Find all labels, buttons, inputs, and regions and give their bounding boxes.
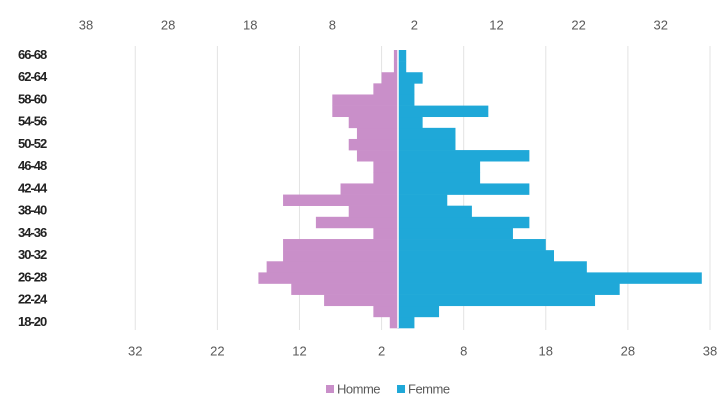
y-tick-label: 58-60 bbox=[18, 91, 47, 106]
bar bbox=[398, 105, 489, 118]
bar bbox=[398, 72, 423, 84]
bar bbox=[398, 150, 530, 162]
x2-tick-label: 8 bbox=[329, 17, 336, 32]
bar bbox=[340, 183, 398, 195]
bar bbox=[389, 316, 398, 329]
bar bbox=[332, 94, 398, 106]
bar bbox=[398, 316, 415, 329]
y-tick-label: 38-40 bbox=[18, 203, 47, 218]
bar bbox=[291, 283, 398, 295]
bar bbox=[398, 94, 415, 106]
bar bbox=[398, 161, 481, 173]
y-tick-label: 22-24 bbox=[18, 292, 48, 307]
bar bbox=[398, 250, 554, 262]
x-tick-label: 28 bbox=[621, 343, 635, 358]
bar bbox=[373, 83, 398, 95]
bar bbox=[258, 272, 398, 284]
bar bbox=[373, 227, 398, 240]
y-tick-label: 54-56 bbox=[18, 114, 47, 129]
bar bbox=[393, 61, 398, 73]
y-tick-label: 62-64 bbox=[18, 69, 48, 84]
x-tick-label: 8 bbox=[460, 343, 467, 358]
bar bbox=[398, 50, 407, 62]
bar bbox=[283, 239, 398, 251]
y-tick-label: 18-20 bbox=[18, 314, 47, 329]
bar bbox=[373, 161, 398, 173]
bar bbox=[332, 105, 398, 118]
y-tick-label: 30-32 bbox=[18, 247, 47, 262]
legend-swatch bbox=[326, 385, 334, 393]
bar bbox=[381, 72, 398, 84]
x-tick-label: 2 bbox=[378, 343, 385, 358]
x2-tick-label: 18 bbox=[243, 17, 257, 32]
y-tick-label: 42-44 bbox=[18, 180, 48, 195]
bar bbox=[315, 216, 398, 229]
bar bbox=[398, 294, 596, 307]
legend-swatch bbox=[397, 385, 406, 393]
bar bbox=[324, 294, 398, 307]
bar bbox=[398, 83, 415, 95]
bar bbox=[398, 239, 546, 251]
y-tick-label: 26-28 bbox=[18, 269, 47, 284]
x2-tick-label: 2 bbox=[411, 17, 418, 32]
bar bbox=[398, 138, 456, 151]
x2-tick-label: 22 bbox=[571, 17, 585, 32]
bar bbox=[393, 50, 398, 62]
x-tick-label: 12 bbox=[292, 343, 306, 358]
bar bbox=[266, 261, 398, 273]
legend-label: Femme bbox=[408, 381, 450, 396]
bar bbox=[398, 216, 530, 229]
bar bbox=[398, 127, 456, 140]
x-tick-label: 38 bbox=[703, 343, 717, 358]
x2-tick-label: 32 bbox=[654, 17, 668, 32]
bar bbox=[283, 194, 398, 206]
bar bbox=[373, 305, 398, 318]
bar bbox=[283, 250, 398, 262]
bar bbox=[398, 172, 481, 184]
bar bbox=[398, 305, 440, 318]
bar bbox=[398, 116, 423, 129]
bar bbox=[398, 283, 620, 295]
x-tick-label: 32 bbox=[128, 343, 142, 358]
x2-tick-label: 38 bbox=[79, 17, 93, 32]
x2-tick-label: 12 bbox=[489, 17, 503, 32]
bar bbox=[356, 150, 398, 162]
bar bbox=[398, 194, 448, 206]
bar bbox=[356, 127, 398, 140]
bar bbox=[398, 227, 513, 240]
bar bbox=[398, 272, 702, 284]
bar bbox=[348, 138, 398, 151]
y-tick-label: 50-52 bbox=[18, 136, 47, 151]
y-tick-label: 66-68 bbox=[18, 47, 47, 62]
bar bbox=[398, 183, 530, 195]
x2-tick-label: 28 bbox=[161, 17, 175, 32]
x-tick-label: 18 bbox=[539, 343, 553, 358]
y-tick-label: 34-36 bbox=[18, 225, 47, 240]
bar bbox=[398, 205, 472, 218]
x-tick-label: 22 bbox=[210, 343, 224, 358]
bar bbox=[373, 172, 398, 184]
bar bbox=[398, 61, 407, 73]
legend-label: Homme bbox=[337, 381, 380, 396]
bar bbox=[348, 205, 398, 218]
bar bbox=[348, 116, 398, 129]
y-tick-label: 46-48 bbox=[18, 158, 47, 173]
bar bbox=[398, 261, 587, 273]
